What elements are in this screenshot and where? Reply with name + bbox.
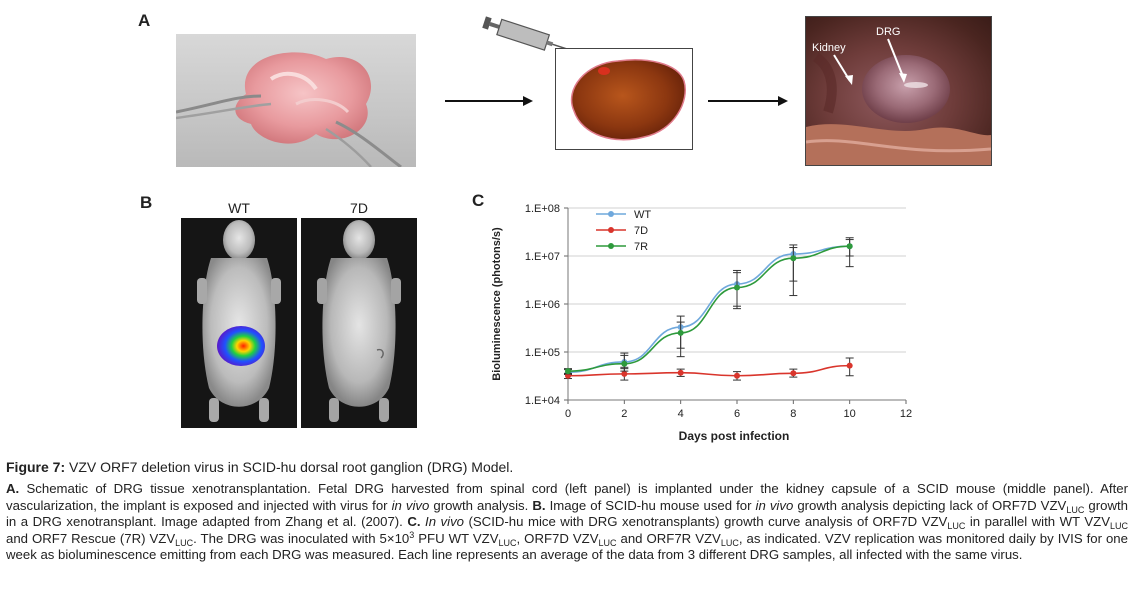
data-point (565, 368, 571, 375)
arrow-a1-line (445, 100, 525, 102)
y-tick-label: 1.E+08 (525, 203, 560, 215)
x-tick-label: 12 (900, 408, 912, 420)
fetal-drg-photo (176, 34, 416, 167)
chart-xlabel: Days post infection (679, 429, 790, 443)
figure-caption-title: Figure 7: VZV ORF7 deletion virus in SCI… (6, 459, 513, 475)
panel-b-letter: B (140, 193, 153, 212)
caption-b-label: B. (532, 497, 546, 513)
series-7r (564, 239, 854, 375)
ivis-label-7d: 7D (350, 200, 368, 216)
data-point (846, 362, 853, 369)
chart-ylabel: Bioluminescence (photons/s) (491, 227, 503, 381)
ivis-image-wt (181, 218, 297, 428)
x-tick-label: 2 (621, 408, 627, 420)
ivis-label-wt: WT (228, 200, 250, 216)
panel-a-letter: A (138, 11, 151, 30)
data-point (790, 370, 797, 377)
data-point (621, 370, 628, 377)
figure-title: VZV ORF7 deletion virus in SCID-hu dorsa… (65, 459, 514, 475)
data-point (621, 360, 628, 367)
arrow-a1-head (523, 96, 533, 106)
arrow-a2-head (778, 96, 788, 106)
data-point (677, 369, 684, 376)
x-tick-label: 4 (678, 408, 684, 420)
growth-curve-chart: 1.E+041.E+051.E+061.E+071.E+080 2 4 6 8 10 12 … (491, 203, 912, 443)
x-tick-label: 6 (734, 408, 740, 420)
kidney-schematic (555, 48, 693, 150)
x-tick-label: 8 (790, 408, 796, 420)
syringe-icon (476, 16, 576, 73)
data-point (677, 329, 684, 336)
figure-number: Figure 7: (6, 459, 66, 475)
x-tick-label: 10 (844, 408, 856, 420)
y-tick-label: 1.E+06 (525, 299, 560, 311)
drg-in-kidney-photo: DRG Kidney (805, 16, 992, 166)
series-line (567, 364, 850, 377)
legend-label: 7D (634, 225, 648, 237)
figure-caption-body: A. Schematic of DRG tissue xenotransplan… (6, 481, 1129, 563)
data-point (734, 284, 740, 291)
panel-c-letter: C (472, 191, 485, 210)
caption-a-label: A. (6, 481, 20, 496)
y-tick-label: 1.E+07 (525, 251, 560, 263)
arrow-a2-line (708, 100, 780, 102)
x-tick-label: 0 (565, 408, 571, 420)
legend-marker (608, 243, 614, 249)
drg-label: DRG (876, 26, 900, 38)
series-7d (564, 357, 854, 381)
data-point (846, 243, 853, 250)
legend-label: WT (634, 209, 651, 221)
kidney-label: Kidney (812, 42, 846, 54)
ivis-image-7d (301, 218, 417, 428)
legend-marker (608, 227, 614, 233)
chart-legend: WT 7D 7R (596, 209, 651, 253)
series-wt (564, 237, 854, 376)
y-tick-label: 1.E+05 (525, 347, 560, 359)
chart-axes: 1.E+04 1.E+05 1.E+06 1.E+07 1.E+08 0 2 4 6 8 10 12 (525, 203, 912, 420)
data-point (734, 372, 740, 379)
y-tick-label: 1.E+04 (525, 395, 560, 407)
legend-label: 7R (634, 241, 648, 253)
data-point (790, 255, 797, 262)
legend-marker (608, 211, 614, 217)
caption-c-label: C. (407, 514, 421, 530)
chart-series (564, 237, 854, 381)
